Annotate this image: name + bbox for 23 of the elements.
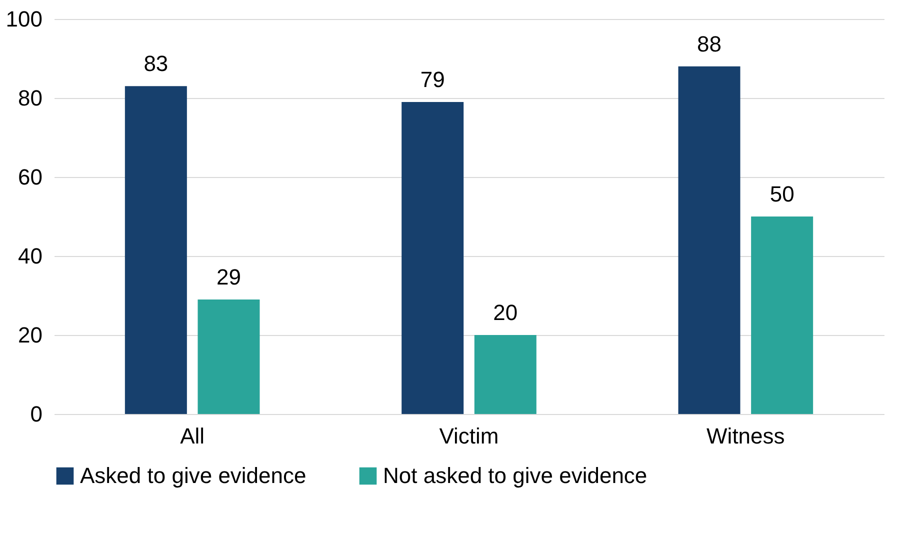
bar <box>402 102 464 414</box>
data-label: 83 <box>144 51 168 76</box>
bar <box>678 66 740 414</box>
y-tick-label: 20 <box>18 322 42 348</box>
x-tick-label: Victim <box>439 424 499 448</box>
x-tick-label: Witness <box>706 424 785 448</box>
legend-label: Not asked to give evidence <box>383 463 648 488</box>
x-tick-label: All <box>180 424 205 448</box>
y-tick-label: 60 <box>18 164 42 190</box>
y-tick-label: 100 <box>6 6 42 32</box>
legend-label: Asked to give evidence <box>80 463 306 488</box>
data-label: 20 <box>493 300 518 325</box>
y-tick-label: 0 <box>30 402 42 426</box>
bar <box>474 335 536 414</box>
data-label: 88 <box>697 31 722 56</box>
y-tick-label: 40 <box>18 244 42 268</box>
bar <box>124 86 187 414</box>
data-label: 29 <box>216 264 241 290</box>
data-label: 79 <box>420 66 445 92</box>
y-tick-label: 80 <box>18 86 42 110</box>
bar <box>751 216 814 414</box>
bar <box>198 299 260 414</box>
data-label: 50 <box>770 182 794 206</box>
